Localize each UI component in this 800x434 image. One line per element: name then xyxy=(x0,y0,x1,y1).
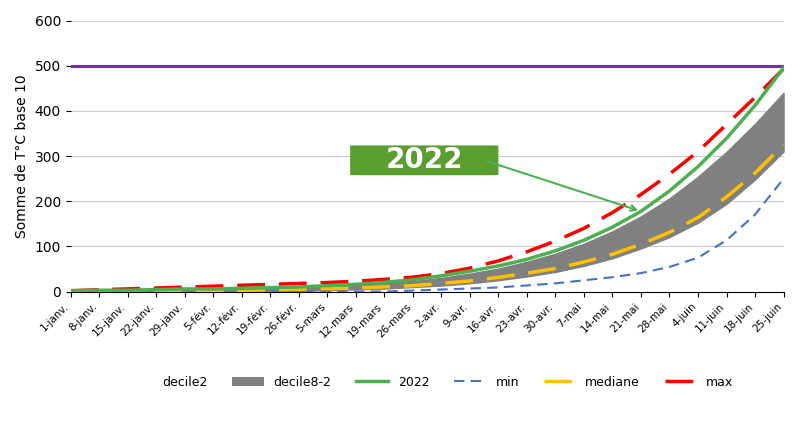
FancyBboxPatch shape xyxy=(350,145,498,175)
Legend: decile2, decile8-2, 2022, min, mediane, max: decile2, decile8-2, 2022, min, mediane, … xyxy=(116,371,738,394)
Y-axis label: Somme de T°C base 10: Somme de T°C base 10 xyxy=(15,74,29,238)
Text: 2022: 2022 xyxy=(386,146,463,174)
